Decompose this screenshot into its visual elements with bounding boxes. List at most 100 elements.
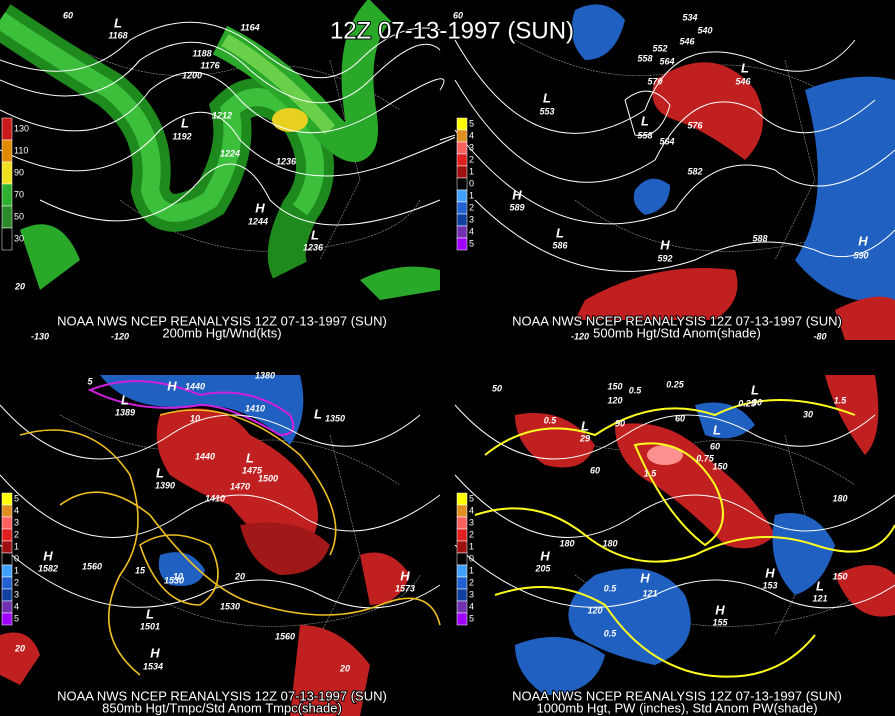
legend-label: 30 [14,233,24,243]
contour-label: 0.5 [544,415,558,425]
contour-label: 29 [579,433,590,443]
legend-swatch [456,225,468,239]
legend-label: 5 [469,613,474,623]
contour-label: L [156,465,164,480]
legend-swatch [456,576,468,590]
contour-label: 576 [687,120,703,130]
contour-label: 1176 [200,60,220,70]
legend-label: 1 [469,565,474,575]
source-line: NOAA NWS NCEP REANALYSIS 12Z 07-13-1997 … [57,313,387,328]
legend-label: 3 [469,142,474,152]
contour-label: L [741,60,749,75]
caption: 200mb Hgt/Wnd(kts) [162,325,281,340]
contour-label: 1380 [255,370,275,380]
contour-label: 588 [752,233,767,243]
contour-label: 558 [637,130,652,140]
contour-label: 10 [190,413,200,423]
contour-label: 564 [659,136,674,146]
contour-label: 1560 [275,631,295,641]
contour-label: 1236 [303,242,324,252]
legend-label: 130 [14,123,29,133]
contour-label: L [246,450,254,465]
contour-label: H [255,200,265,215]
legend-label: 5 [469,493,474,503]
legend-label: 1 [469,190,474,200]
contour-label: 592 [657,253,672,263]
legend-label: 2 [14,529,19,539]
contour-label: 1.5 [644,468,658,478]
contour-label: H [540,548,550,563]
contour-label: 1410 [205,493,225,503]
contour-label: 150 [712,461,727,471]
legend-swatch [1,528,13,542]
contour-label: 30 [752,397,762,407]
contour-label: 552 [652,43,667,53]
legend-label: 1 [469,166,474,176]
contour-label: 1389 [115,407,135,417]
legend-swatch [1,161,13,185]
legend-swatch [456,600,468,614]
legend-swatch [456,189,468,203]
legend-swatch [456,177,468,191]
legend-swatch [1,540,13,554]
contour-label: 1501 [140,621,160,631]
contour-label: 582 [687,166,702,176]
legend-swatch [456,612,468,626]
contour-label: 180 [602,538,617,548]
contour-label: 0.5 [629,385,643,395]
legend-swatch [456,129,468,143]
legend-label: 3 [14,589,19,599]
contour-label: 120 [587,605,602,615]
contour-label: 50 [492,383,502,393]
contour-label: 1192 [172,131,191,141]
legend-label: 5 [469,238,474,248]
contour-label: H [715,602,725,617]
contour-label: 0.75 [696,453,715,463]
contour-label: 153 [762,580,777,590]
legend-swatch [456,213,468,227]
contour-label: 1534 [143,661,163,671]
contour-label: H [660,237,670,252]
legend-swatch [1,504,13,518]
contour-label: 10 [173,571,183,581]
legend-swatch [1,227,13,251]
legend-label: 5 [14,613,19,623]
contour-label: 1440 [195,451,215,461]
legend-label: 4 [469,130,474,140]
contour-label: H [150,645,160,660]
legend-label: 0 [469,553,474,563]
legend-swatch [456,237,468,251]
legend-label: 4 [14,601,19,611]
contour-label: 1500 [258,473,278,483]
legend-swatch [456,504,468,518]
contour-label: L [581,418,589,433]
legend-label: 3 [469,517,474,527]
contour-label: 1244 [248,216,268,226]
legend-label: 5 [469,118,474,128]
contour-label: L [751,382,759,397]
contour-label: 553 [539,106,554,116]
legend-swatch [1,117,13,141]
legend-label: 70 [14,189,24,199]
legend-swatch [456,201,468,215]
legend-label: 90 [14,167,24,177]
contour-label: 590 [853,250,868,260]
contour-label: 150 [607,381,622,391]
contour-label: L [121,392,129,407]
contour-label: 60 [590,465,600,475]
contour-label: 121 [642,588,657,598]
contour-label: 540 [697,25,712,35]
contour-label: 1440 [185,381,205,391]
legend-label: 4 [469,226,474,236]
legend-swatch [1,516,13,530]
contour-label: 558 [637,53,652,63]
contour-label: 589 [509,202,524,212]
panel-500mb: NOAA NWS NCEP REANALYSIS 12Z 07-13-1997 … [453,0,895,341]
legend-swatch [456,564,468,578]
legend-swatch [456,528,468,542]
caption: 1000mb Hgt, PW (inches), Std Anom PW(sha… [536,700,817,715]
panel-850mb: NOAA NWS NCEP REANALYSIS 12Z 07-13-1997 … [0,370,441,716]
contour-label: H [640,570,650,585]
contour-label: 1200 [182,70,202,80]
contour-label: 60 [453,10,463,20]
